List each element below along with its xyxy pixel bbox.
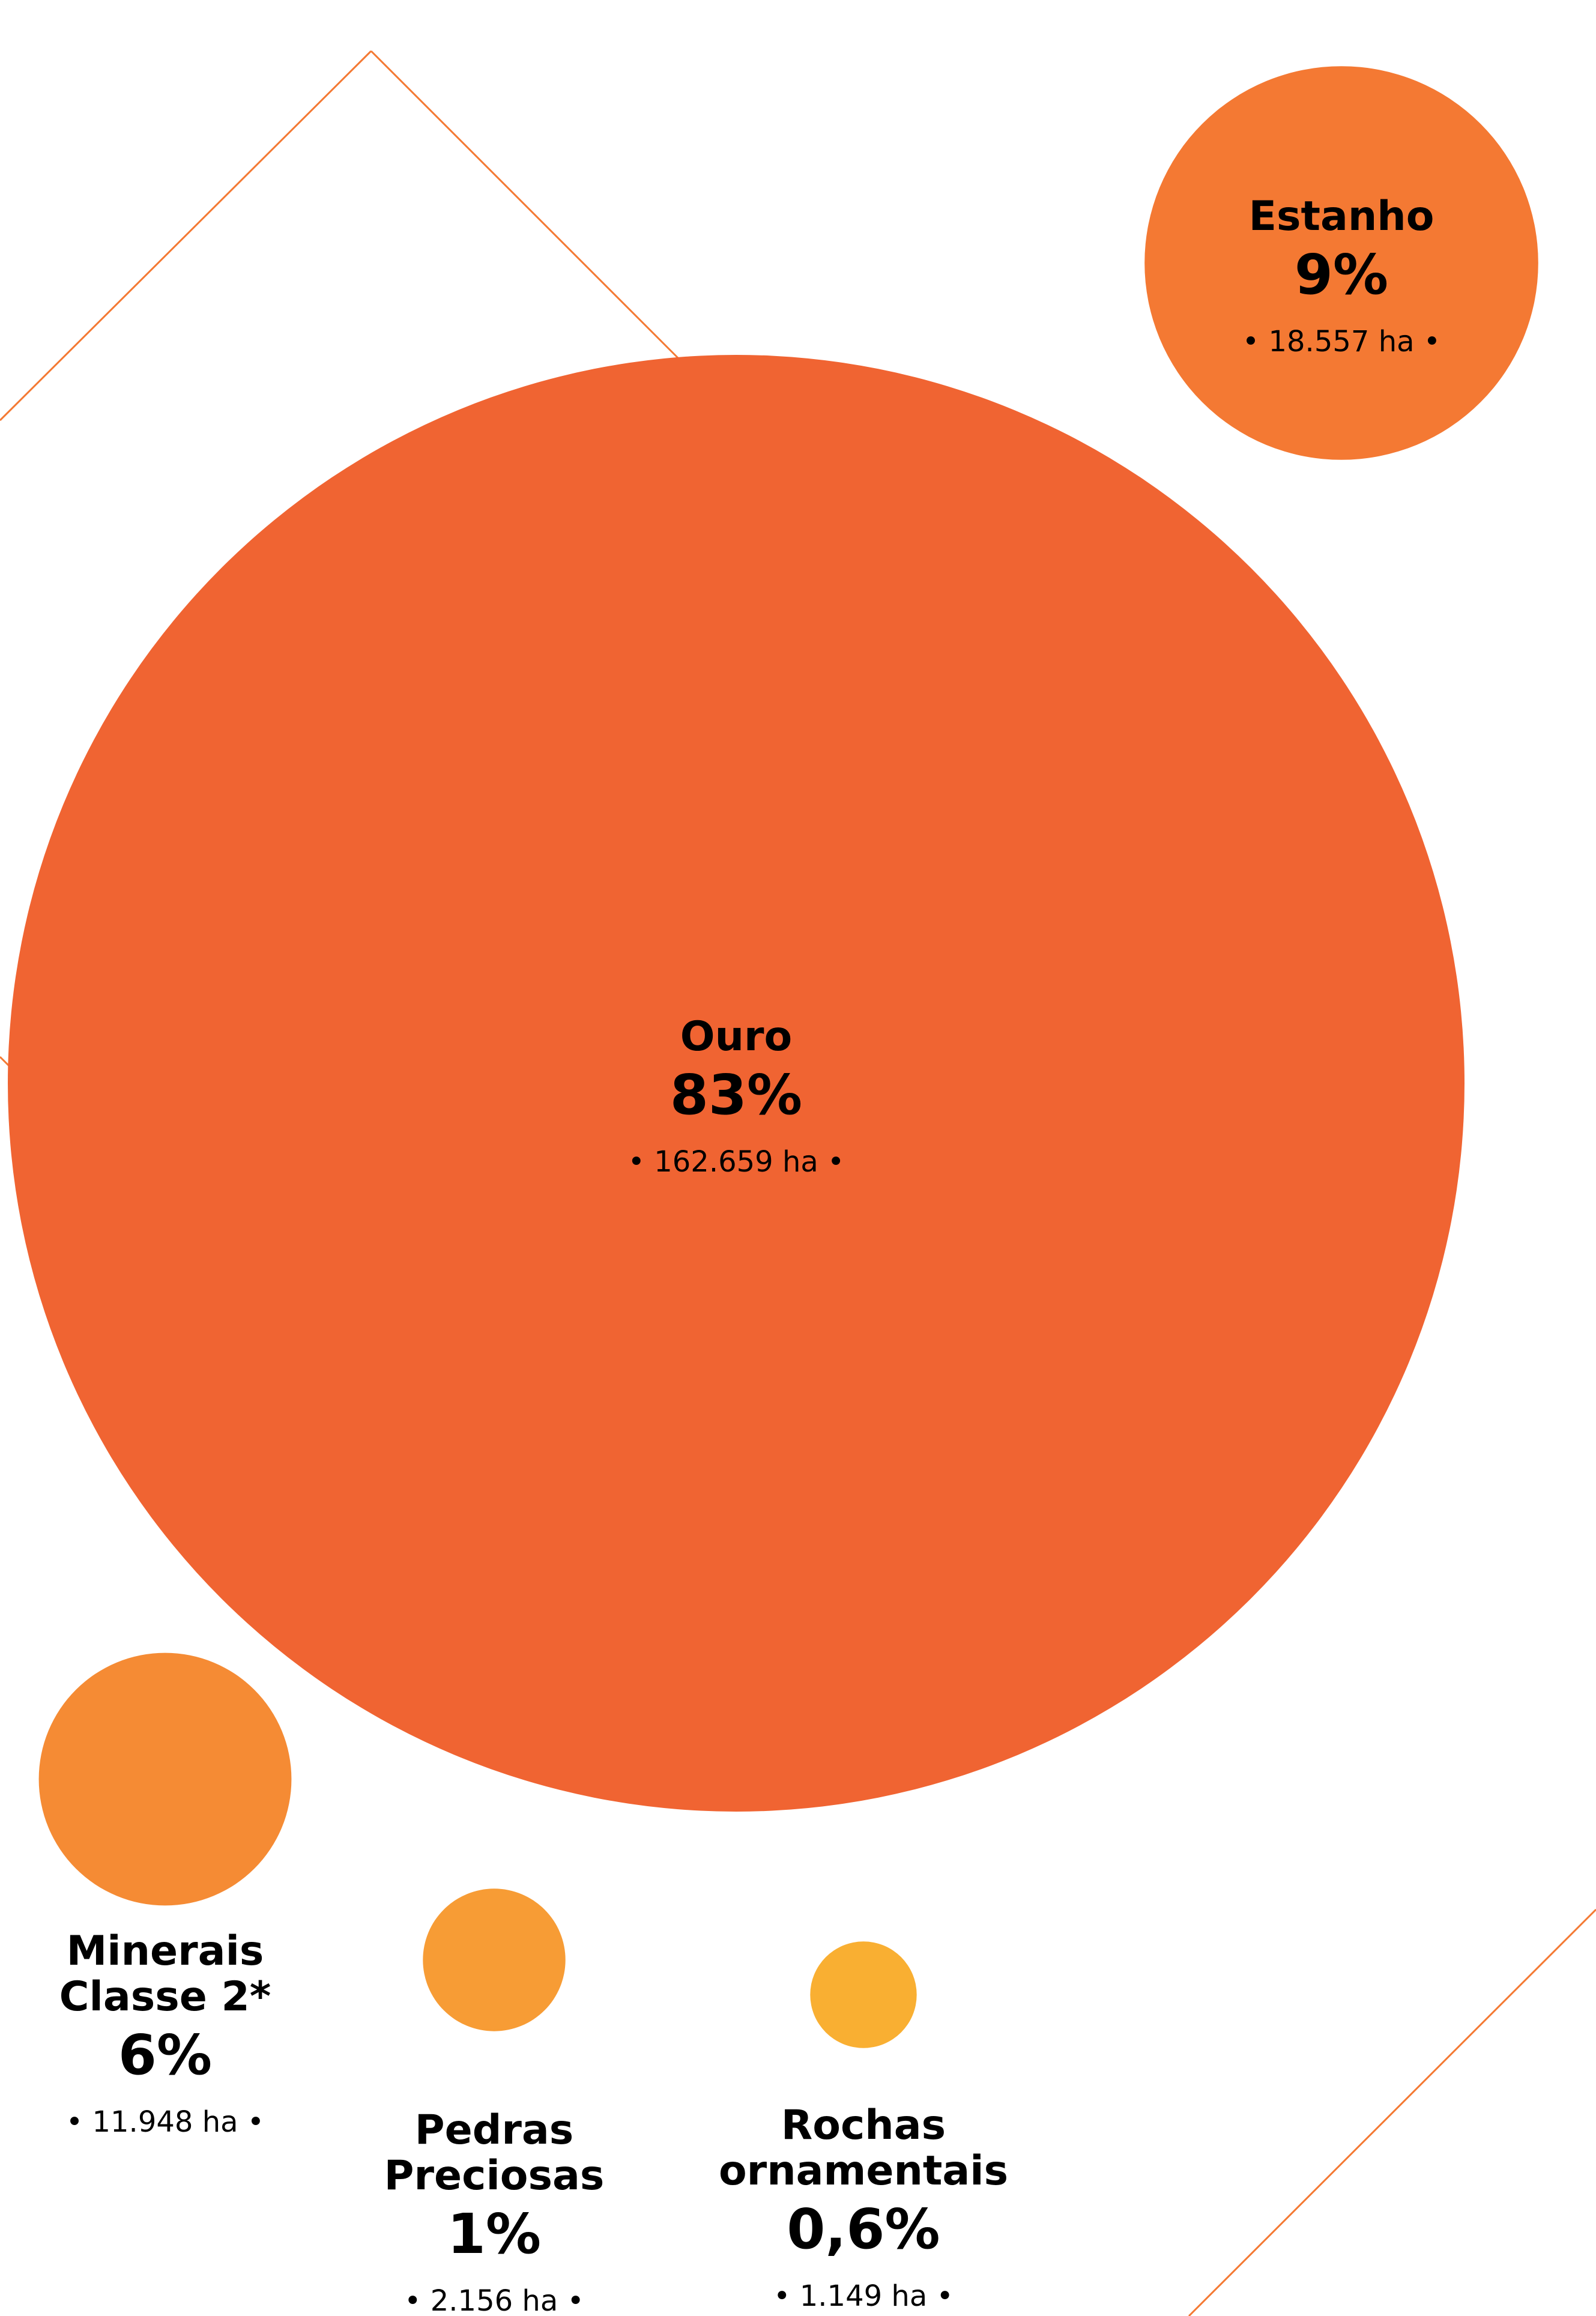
bubble-name-0: Ouro [680,1013,792,1060]
bubble-name-3: Pedras [415,2106,574,2154]
bubble-percent-0: 83% [670,1063,802,1127]
bubble-area-1: • 18.557 ha • [1242,325,1440,358]
bubble-area-2: • 11.948 ha • [66,2105,264,2139]
bubble-name-3: Preciosas [384,2152,605,2200]
bubble-area-0: • 162.659 ha • [628,1145,845,1179]
bubble-name-1: Estanho [1249,193,1434,240]
bubble-area-4: • 1.149 ha • [773,2279,954,2313]
bubble-area-3: • 2.156 ha • [404,2284,584,2316]
bubble-0 [8,355,1465,1812]
bubbles-layer [8,66,1538,2048]
bubble-name-2: Minerais [67,1927,264,1975]
decorative-line [0,50,372,422]
bubble-name-4: Rochas [781,2102,946,2149]
bubble-name-4: ornamentais [719,2147,1008,2195]
bubble-3 [423,1888,566,2031]
bubble-name-2: Classe 2* [59,1973,271,2021]
decorative-line [1188,1908,1596,2316]
bubble-2 [38,1652,292,1906]
decorative-lines [0,50,1596,2316]
bubble-percent-1: 9% [1295,243,1388,307]
bubble-percent-2: 6% [118,2023,212,2087]
bubble-percent-3: 1% [447,2202,541,2266]
decorative-line [370,50,680,360]
bubble-4 [810,1941,917,2048]
bubble-1 [1144,66,1538,460]
bubble-percent-4: 0,6% [787,2197,940,2261]
